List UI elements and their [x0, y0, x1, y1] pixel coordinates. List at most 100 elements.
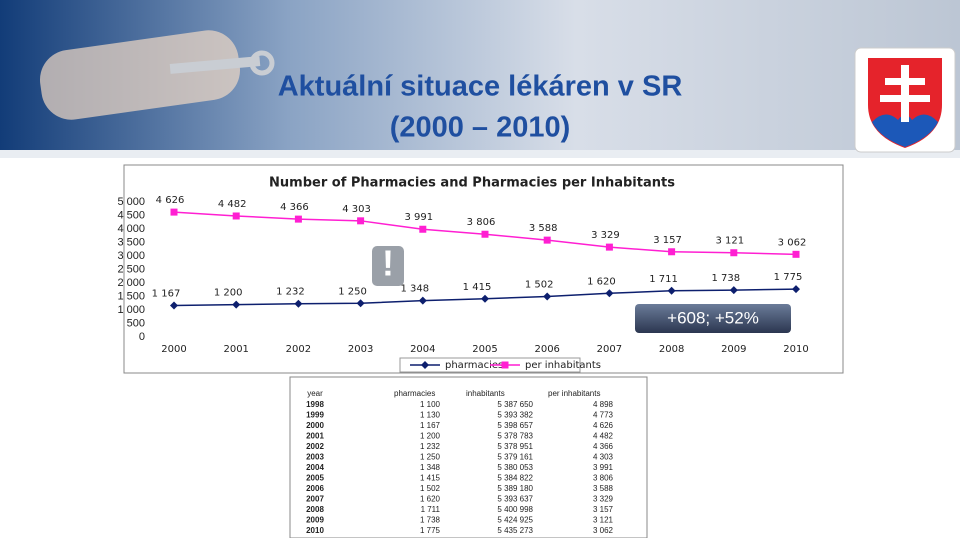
- point: [418, 296, 427, 305]
- table-cell: 1 502: [420, 484, 441, 493]
- table-cell: 2008: [306, 505, 324, 514]
- point: [792, 250, 800, 258]
- table-cell: 5 378 783: [497, 432, 533, 441]
- y-tick-label: 500: [127, 317, 145, 329]
- y-tick-label: 1 000: [117, 304, 145, 316]
- table-cell: 1 200: [420, 432, 441, 441]
- value-label: 3 062: [778, 237, 807, 248]
- y-tick-label: 2 500: [117, 263, 145, 275]
- value-label: 3 588: [529, 223, 558, 234]
- table-cell: 1 738: [420, 516, 441, 525]
- table-cell: 2006: [306, 484, 324, 493]
- table-cell: 3 329: [593, 495, 614, 504]
- table-cell: 1 100: [420, 400, 441, 409]
- table-cell: 1 130: [420, 411, 441, 420]
- value-label: 1 738: [711, 273, 740, 284]
- table-cell: 2010: [306, 526, 324, 535]
- value-label: 1 775: [774, 272, 803, 283]
- table-header: pharmacies: [394, 389, 435, 398]
- value-label: 1 415: [463, 282, 492, 293]
- y-tick-label: 2 000: [117, 277, 145, 289]
- table-cell: 2002: [306, 442, 324, 451]
- point: [792, 285, 800, 294]
- point: [294, 299, 303, 308]
- value-label: 1 232: [276, 287, 305, 298]
- table-cell: 5 435 273: [497, 526, 533, 535]
- x-tick-label: 2000: [161, 344, 186, 355]
- table-cell: 2001: [306, 432, 324, 441]
- x-tick-label: 2007: [597, 344, 622, 355]
- point: [605, 243, 613, 251]
- value-label: 3 157: [653, 235, 682, 246]
- point: [294, 215, 302, 223]
- table-cell: 2009: [306, 516, 324, 525]
- table-cell: 5 393 382: [497, 411, 533, 420]
- table-cell: 5 387 650: [497, 400, 533, 409]
- x-tick-label: 2009: [721, 344, 746, 355]
- point: [419, 225, 427, 233]
- table-header: per inhabitants: [548, 389, 600, 398]
- value-label: 4 482: [218, 199, 247, 210]
- y-tick-label: 1 500: [117, 290, 145, 302]
- point: [543, 292, 552, 301]
- legend-label: pharmacies: [445, 360, 503, 371]
- value-label: 4 626: [156, 195, 185, 206]
- value-label: 3 806: [467, 217, 496, 228]
- value-label: 3 329: [591, 230, 620, 241]
- warning-text: !: [382, 243, 394, 284]
- key-illustration: [39, 30, 275, 120]
- x-tick-label: 2005: [472, 344, 497, 355]
- value-label: 1 620: [587, 276, 616, 287]
- table-cell: 4 366: [593, 442, 614, 451]
- table-cell: 1 250: [420, 453, 441, 462]
- table-cell: 2000: [306, 421, 324, 430]
- table-cell: 5 380 053: [497, 463, 533, 472]
- table-cell: 1 348: [420, 463, 441, 472]
- point: [667, 286, 676, 295]
- x-tick-label: 2003: [348, 344, 373, 355]
- value-label: 1 348: [400, 284, 429, 295]
- x-tick-label: 2001: [223, 344, 248, 355]
- value-label: 1 711: [649, 274, 678, 285]
- table-cell: 5 398 657: [497, 421, 533, 430]
- chart-frame: [123, 164, 844, 374]
- legend-label: per inhabitants: [525, 360, 601, 371]
- table-cell: 2007: [306, 495, 324, 504]
- table-header: inhabitants: [466, 389, 505, 398]
- table-cell: 5 378 951: [497, 442, 533, 451]
- value-label: 3 991: [404, 212, 433, 223]
- table-cell: 5 424 925: [497, 516, 533, 525]
- slide-title: Aktuální situace lékáren v SR: [278, 71, 683, 103]
- point: [232, 300, 241, 309]
- table-cell: 5 400 998: [497, 505, 533, 514]
- chart-title: Number of Pharmacies and Pharmacies per …: [269, 176, 675, 191]
- value-label: 3 121: [715, 236, 744, 247]
- table-cell: 4 626: [593, 421, 614, 430]
- table-cell: 4 773: [593, 411, 614, 420]
- y-tick-label: 3 000: [117, 250, 145, 262]
- table-cell: 1 167: [420, 421, 441, 430]
- point: [356, 299, 365, 308]
- header-shadow: [0, 150, 960, 158]
- y-tick-label: 4 000: [117, 223, 145, 235]
- point: [232, 212, 240, 220]
- point: [543, 236, 551, 244]
- annotation: +608; +52%: [667, 308, 759, 327]
- table-cell: 3 157: [593, 505, 614, 514]
- table-cell: 3 991: [593, 463, 614, 472]
- y-tick-label: 4 500: [117, 209, 145, 221]
- table-cell: 3 062: [593, 526, 614, 535]
- table-cell: 1 620: [420, 495, 441, 504]
- y-tick-label: 3 500: [117, 236, 145, 248]
- point: [357, 217, 365, 225]
- value-label: 1 167: [152, 288, 181, 299]
- y-tick-label: 5 000: [117, 196, 145, 208]
- point: [730, 249, 738, 257]
- table-cell: 2005: [306, 474, 324, 483]
- point: [481, 294, 489, 303]
- y-tick-label: 0: [139, 331, 145, 343]
- value-label: 4 303: [342, 204, 371, 215]
- value-label: 1 200: [214, 288, 243, 299]
